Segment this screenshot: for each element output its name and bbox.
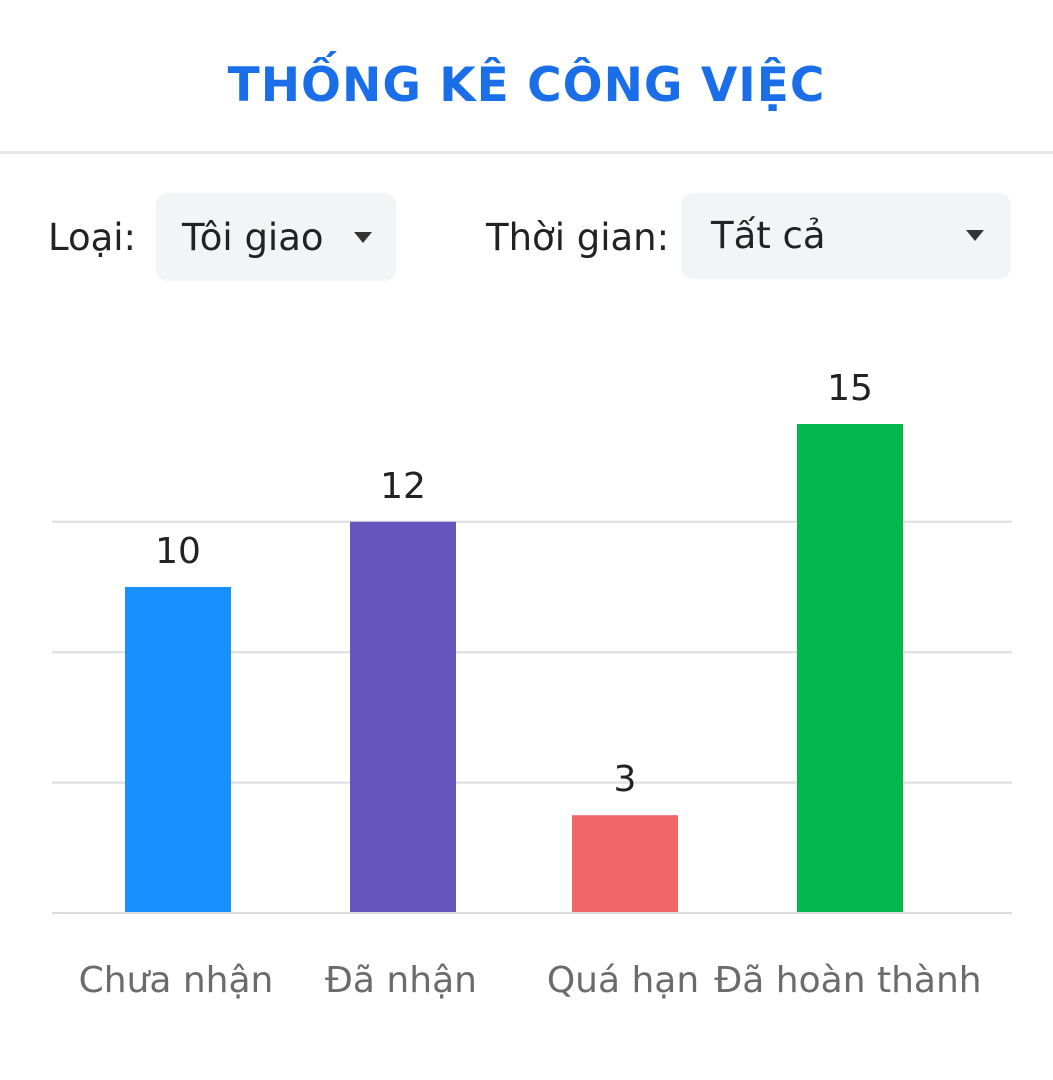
type-filter-label: Loại: — [48, 216, 137, 259]
bar-3 — [572, 815, 678, 913]
time-select[interactable]: Tất cả — [681, 193, 1011, 279]
bar-value-label: 12 — [380, 466, 426, 507]
time-select-value: Tất cả — [711, 214, 826, 257]
chevron-down-icon — [966, 230, 984, 241]
category-label: Quá hạn — [547, 960, 699, 1001]
bar-1 — [125, 587, 231, 913]
category-label: Đã nhận — [325, 960, 477, 1001]
type-select[interactable]: Tôi giao — [156, 193, 396, 281]
category-label: Chưa nhận — [79, 960, 274, 1001]
time-filter-label: Thời gian: — [486, 216, 670, 259]
header: THỐNG KÊ CÔNG VIỆC — [0, 0, 1053, 154]
bar-value-label: 3 — [614, 759, 637, 800]
type-select-value: Tôi giao — [182, 216, 324, 259]
page-title: THỐNG KÊ CÔNG VIỆC — [227, 58, 826, 113]
bar-4 — [797, 424, 903, 913]
category-label: Đã hoàn thành — [714, 960, 981, 1001]
bar-value-label: 15 — [827, 368, 873, 409]
chevron-down-icon — [354, 232, 372, 243]
bar-2 — [350, 521, 456, 913]
bar-value-label: 10 — [155, 531, 201, 572]
